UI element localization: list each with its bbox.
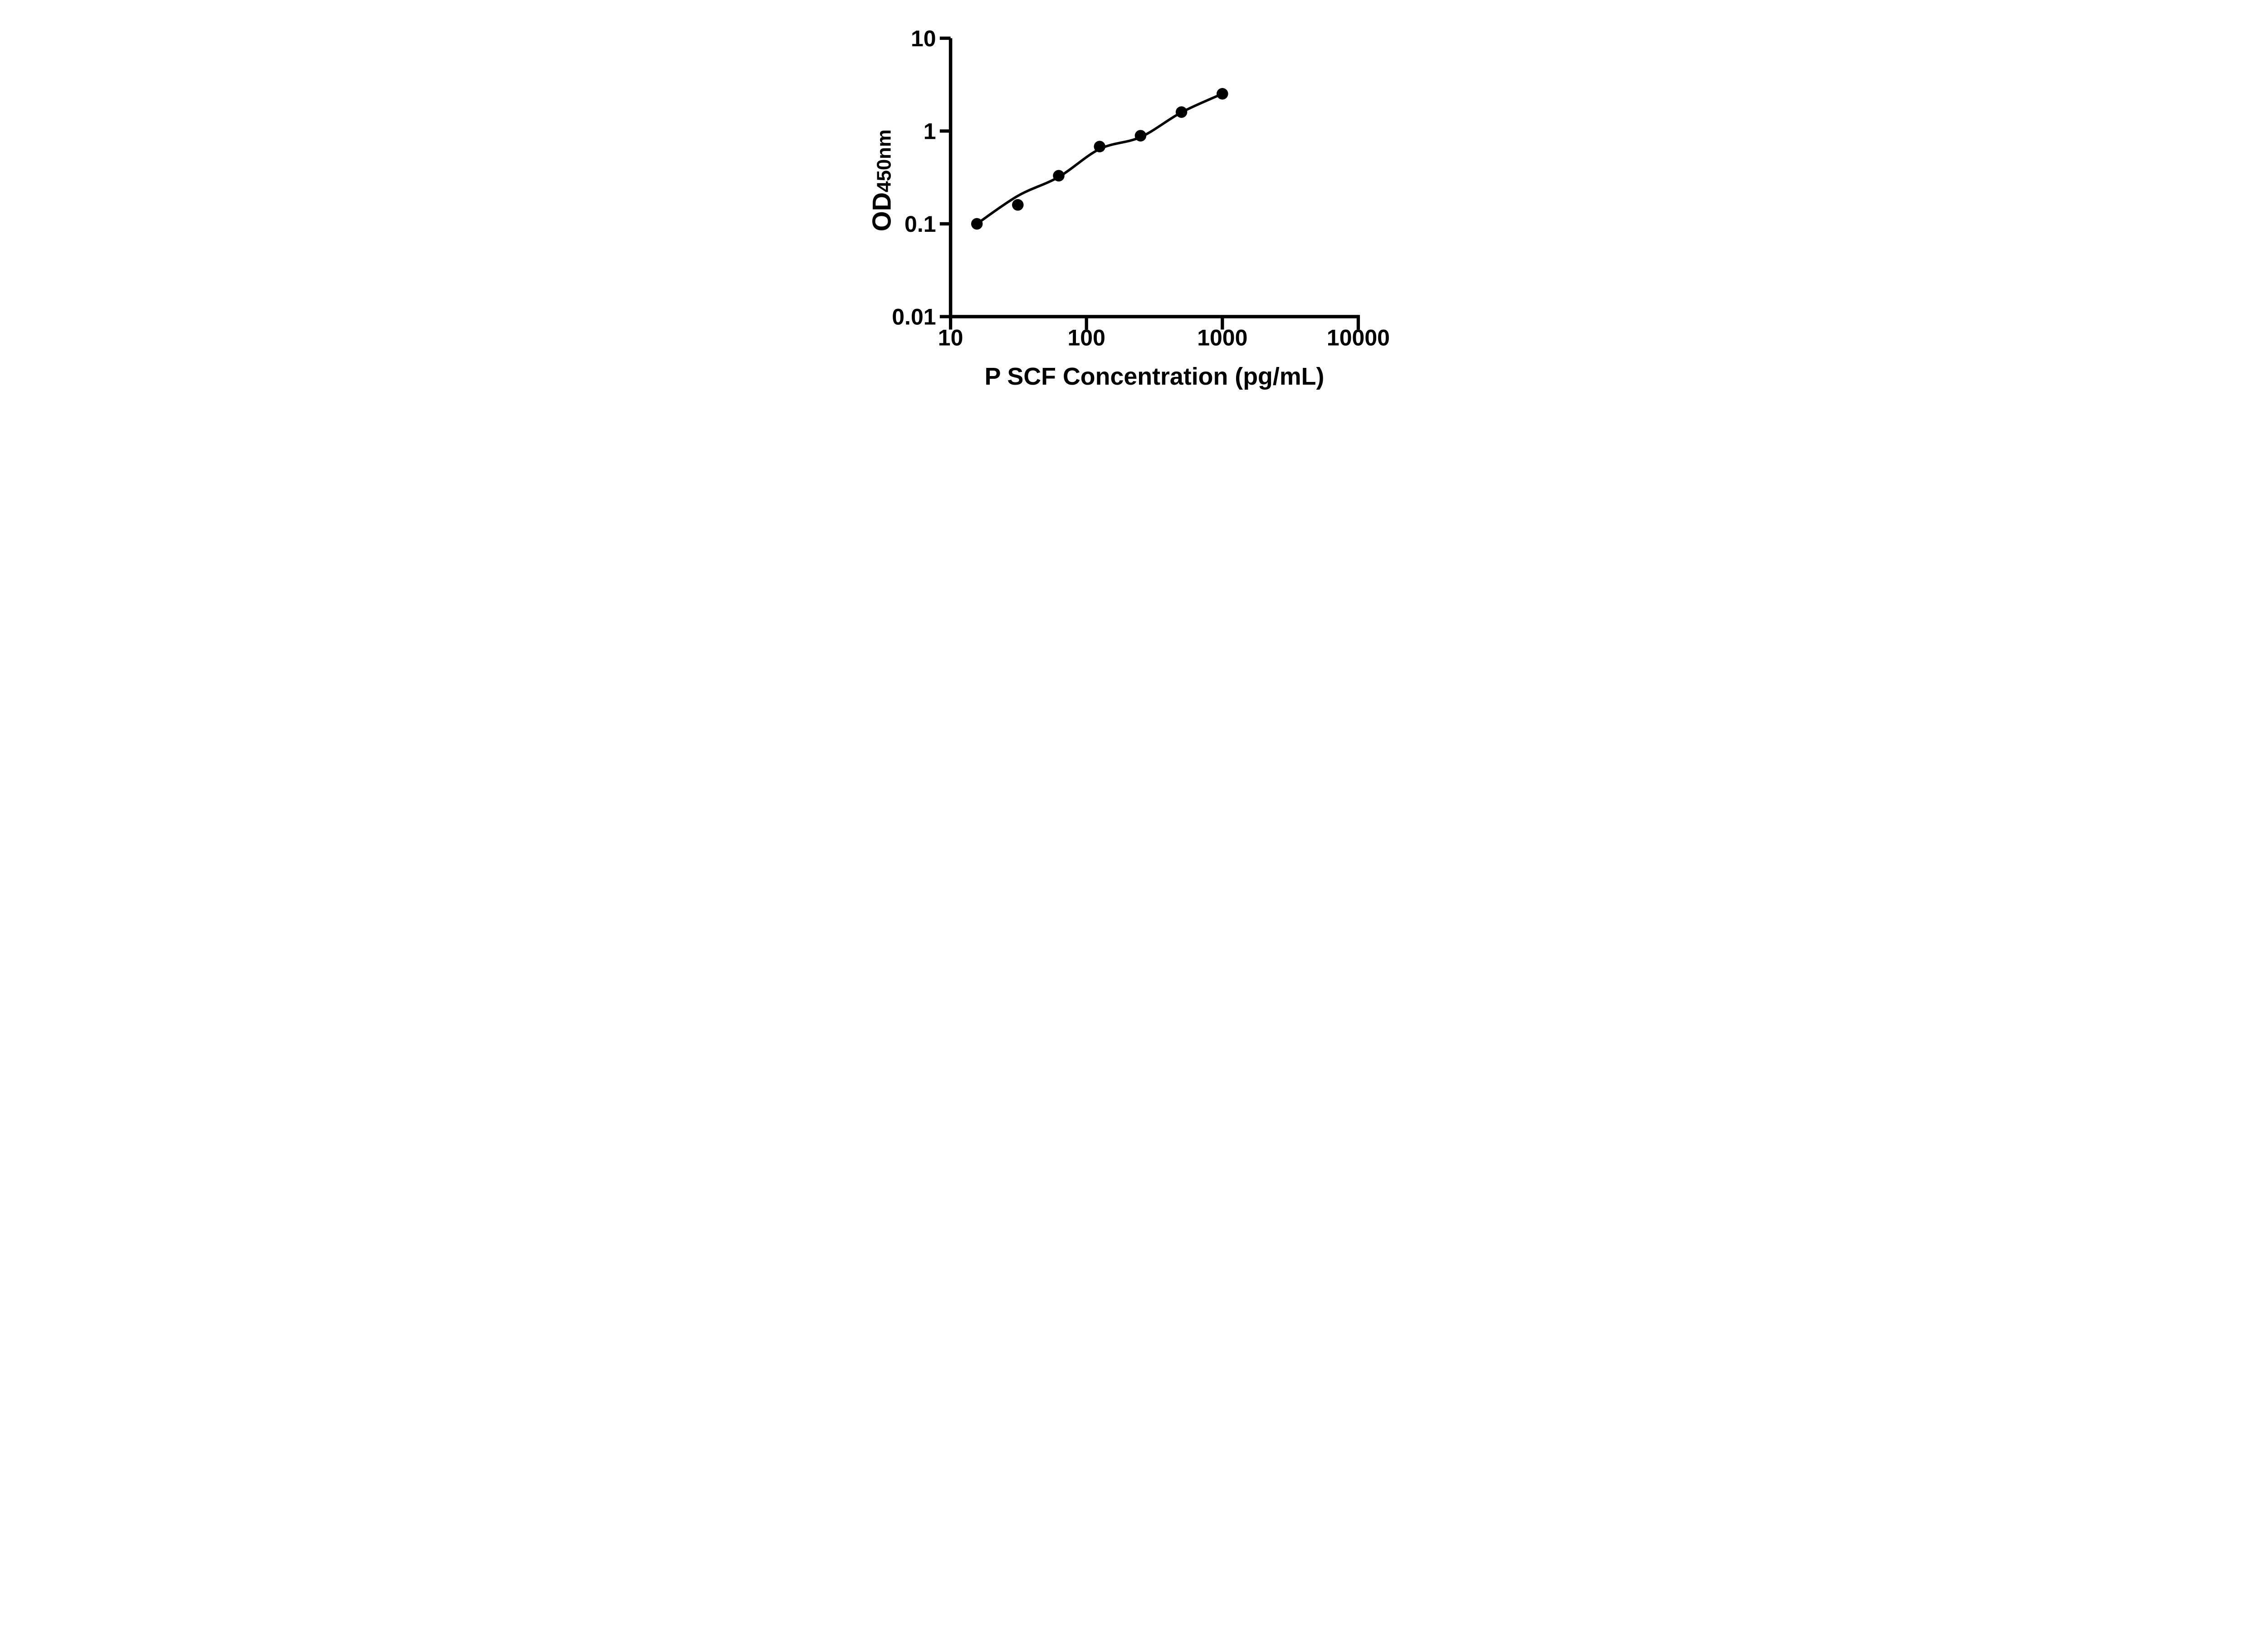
axes	[948, 38, 1360, 318]
y-axis-title: OD450nm	[868, 129, 897, 231]
data-point	[1012, 199, 1024, 211]
plot-area	[971, 88, 1228, 230]
tick-marks	[939, 36, 1360, 330]
y-tick-label-0.01: 0.01	[892, 304, 936, 330]
data-point	[971, 218, 983, 230]
data-point	[1094, 141, 1106, 152]
y-tick-label-0.1: 0.1	[904, 211, 936, 237]
x-axis-title: P SCF Concentration (pg/mL)	[985, 363, 1325, 390]
x-tick-label-1000: 1000	[1197, 325, 1247, 351]
data-point	[1217, 88, 1228, 100]
data-point	[1175, 106, 1188, 118]
y-axis-title-main: OD	[868, 192, 897, 231]
x-tick-label-100: 100	[1067, 325, 1105, 351]
figure: 10 1 0.1 0.01 10 100 1000 10000 P SCF Concentra…	[846, 0, 1422, 409]
x-tick-label-10000: 10000	[1327, 325, 1390, 351]
data-point	[1053, 170, 1065, 182]
data-point	[1134, 130, 1147, 142]
x-tick-label-10: 10	[938, 325, 963, 351]
y-tick-label-10: 10	[911, 26, 936, 51]
y-tick-label-1: 1	[924, 118, 936, 144]
y-axis-title-sub: 450nm	[873, 129, 895, 192]
